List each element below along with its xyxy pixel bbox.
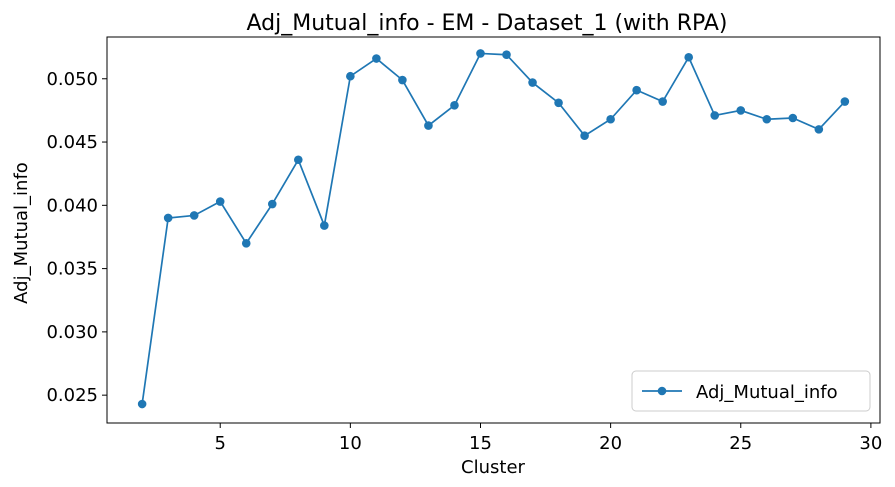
data-point [554, 98, 563, 108]
data-point [215, 197, 225, 206]
data-point [450, 101, 459, 110]
data-point [293, 155, 303, 165]
legend-marker [657, 386, 667, 396]
y-tick-label: 0.025 [46, 385, 98, 406]
x-tick-label: 25 [729, 433, 752, 454]
data-point [267, 199, 277, 209]
data-point [398, 75, 407, 85]
data-point [372, 54, 381, 63]
data-point [424, 121, 433, 130]
y-tick-label: 0.030 [46, 322, 98, 343]
data-point [163, 213, 173, 223]
y-axis-label: Adj_Mutual_info [11, 162, 32, 304]
legend-label: Adj_Mutual_info [696, 382, 838, 403]
data-point [814, 125, 824, 134]
data-point [736, 106, 746, 115]
plot-frame [106, 36, 881, 424]
data-point [710, 111, 720, 120]
data-point [840, 97, 850, 106]
y-tick-label: 0.050 [46, 69, 98, 90]
data-point [580, 131, 589, 141]
data-point [189, 211, 199, 220]
x-tick-label: 15 [469, 433, 492, 454]
x-tick-label: 20 [599, 433, 622, 454]
chart-title: Adj_Mutual_info - EM - Dataset_1 (with R… [247, 11, 728, 36]
data-point [241, 238, 251, 248]
data-point [684, 52, 694, 62]
y-tick-label: 0.040 [46, 195, 98, 216]
x-axis-label: Cluster [461, 457, 525, 478]
series-line [141, 52, 846, 405]
y-tick-label: 0.045 [46, 132, 98, 153]
x-tick-label: 5 [214, 433, 225, 454]
legend-box [631, 370, 871, 412]
data-point [476, 49, 485, 58]
data-point [346, 71, 355, 81]
data-point [137, 399, 147, 409]
data-point [632, 85, 641, 95]
x-tick-label: 30 [859, 433, 882, 454]
y-tick-label: 0.035 [46, 259, 98, 280]
data-point [320, 221, 329, 230]
data-point [502, 50, 511, 60]
data-point [658, 97, 667, 106]
data-point [606, 114, 615, 124]
data-point [762, 114, 772, 124]
x-tick-label: 10 [339, 433, 362, 454]
data-point [788, 113, 798, 123]
data-point [528, 78, 537, 87]
